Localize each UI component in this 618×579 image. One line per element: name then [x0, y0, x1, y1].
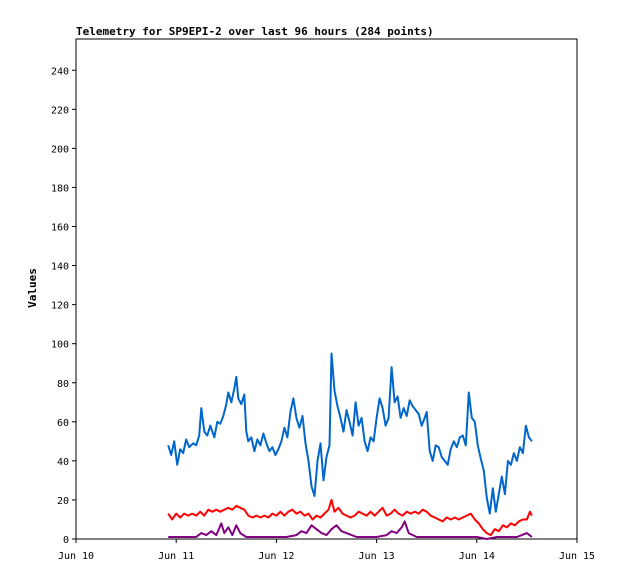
y-tick-label: 40	[57, 457, 69, 468]
x-tick-label: Jun 12	[258, 551, 294, 562]
x-axis: Jun 10 Jun 11 Jun 12 Jun 13 Jun 14 Jun 15	[58, 539, 595, 562]
series-line-1	[167, 352, 533, 515]
y-tick-label: 220	[51, 105, 69, 116]
y-tick-label: 200	[51, 144, 69, 155]
y-tick-label: 0	[63, 535, 69, 546]
y-axis: 0 20 40 60 80 100 120 140 160 180 200 220 240	[51, 66, 76, 546]
series-line-3	[168, 520, 533, 540]
y-axis-label: Values	[26, 268, 39, 308]
x-tick-label: Jun 13	[359, 551, 395, 562]
y-tick-label: 140	[51, 262, 69, 273]
chart-title: Telemetry for SP9EPI-2 over last 96 hour…	[76, 25, 434, 38]
y-tick-label: 80	[57, 379, 69, 390]
y-tick-label: 180	[51, 183, 69, 194]
y-tick-label: 160	[51, 223, 69, 234]
y-tick-label: 60	[57, 418, 69, 429]
y-tick-label: 20	[57, 496, 69, 507]
series-group	[167, 352, 533, 540]
x-tick-label: Jun 11	[158, 551, 194, 562]
plot-area	[75, 38, 578, 540]
y-tick-label: 100	[51, 340, 69, 351]
y-tick-label: 120	[51, 301, 69, 312]
series-line-2	[167, 498, 533, 537]
y-tick-label: 240	[51, 66, 69, 77]
x-tick-label: Jun 14	[459, 551, 495, 562]
x-tick-label: Jun 10	[58, 551, 94, 562]
x-tick-label: Jun 15	[559, 551, 595, 562]
